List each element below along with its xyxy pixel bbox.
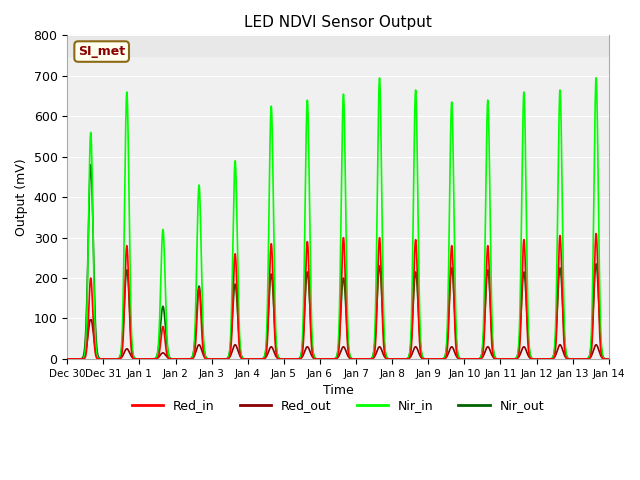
Nir_out	[595, 290, 602, 296]
Text: SI_met: SI_met	[78, 45, 125, 58]
Red_in	[536, 356, 543, 362]
Red_out	[125, 349, 133, 355]
Nir_in	[605, 356, 612, 362]
Red_in	[294, 356, 302, 362]
Nir_out	[87, 162, 95, 168]
Nir_out	[63, 356, 71, 362]
Red_out	[295, 356, 303, 362]
Nir_out	[605, 356, 612, 362]
Nir_out	[295, 356, 303, 361]
Red_in	[63, 356, 71, 362]
Line: Red_in: Red_in	[67, 234, 609, 359]
Red_in	[271, 336, 279, 341]
Line: Nir_in: Nir_in	[67, 78, 609, 359]
Red_out	[271, 352, 279, 358]
Nir_out	[157, 313, 165, 319]
X-axis label: Time: Time	[323, 384, 353, 397]
Nir_in	[294, 356, 302, 362]
Nir_in	[125, 196, 133, 202]
Nir_in	[157, 264, 165, 269]
Red_out	[87, 316, 95, 322]
Line: Red_out: Red_out	[67, 319, 609, 359]
Nir_out	[125, 299, 133, 304]
Red_out	[536, 356, 544, 362]
Nir_out	[536, 356, 544, 362]
Red_in	[157, 335, 165, 340]
Red_in	[595, 287, 602, 292]
Line: Nir_out: Nir_out	[67, 165, 609, 359]
Legend: Red_in, Red_out, Nir_in, Nir_out: Red_in, Red_out, Nir_in, Nir_out	[127, 395, 549, 418]
Red_in	[592, 231, 600, 237]
Nir_out	[271, 330, 279, 336]
Nir_in	[271, 296, 279, 302]
Nir_in	[592, 75, 600, 81]
Bar	[67, 36, 609, 56]
Red_in	[125, 294, 133, 300]
Red_in	[605, 356, 612, 362]
Red_out	[63, 356, 71, 362]
Red_out	[157, 351, 165, 357]
Title: LED NDVI Sensor Output: LED NDVI Sensor Output	[244, 15, 432, 30]
Red_out	[595, 346, 602, 351]
Nir_in	[63, 356, 71, 362]
Red_out	[605, 356, 612, 362]
Y-axis label: Output (mV): Output (mV)	[15, 158, 28, 236]
Nir_in	[536, 356, 543, 362]
Nir_in	[595, 185, 602, 191]
